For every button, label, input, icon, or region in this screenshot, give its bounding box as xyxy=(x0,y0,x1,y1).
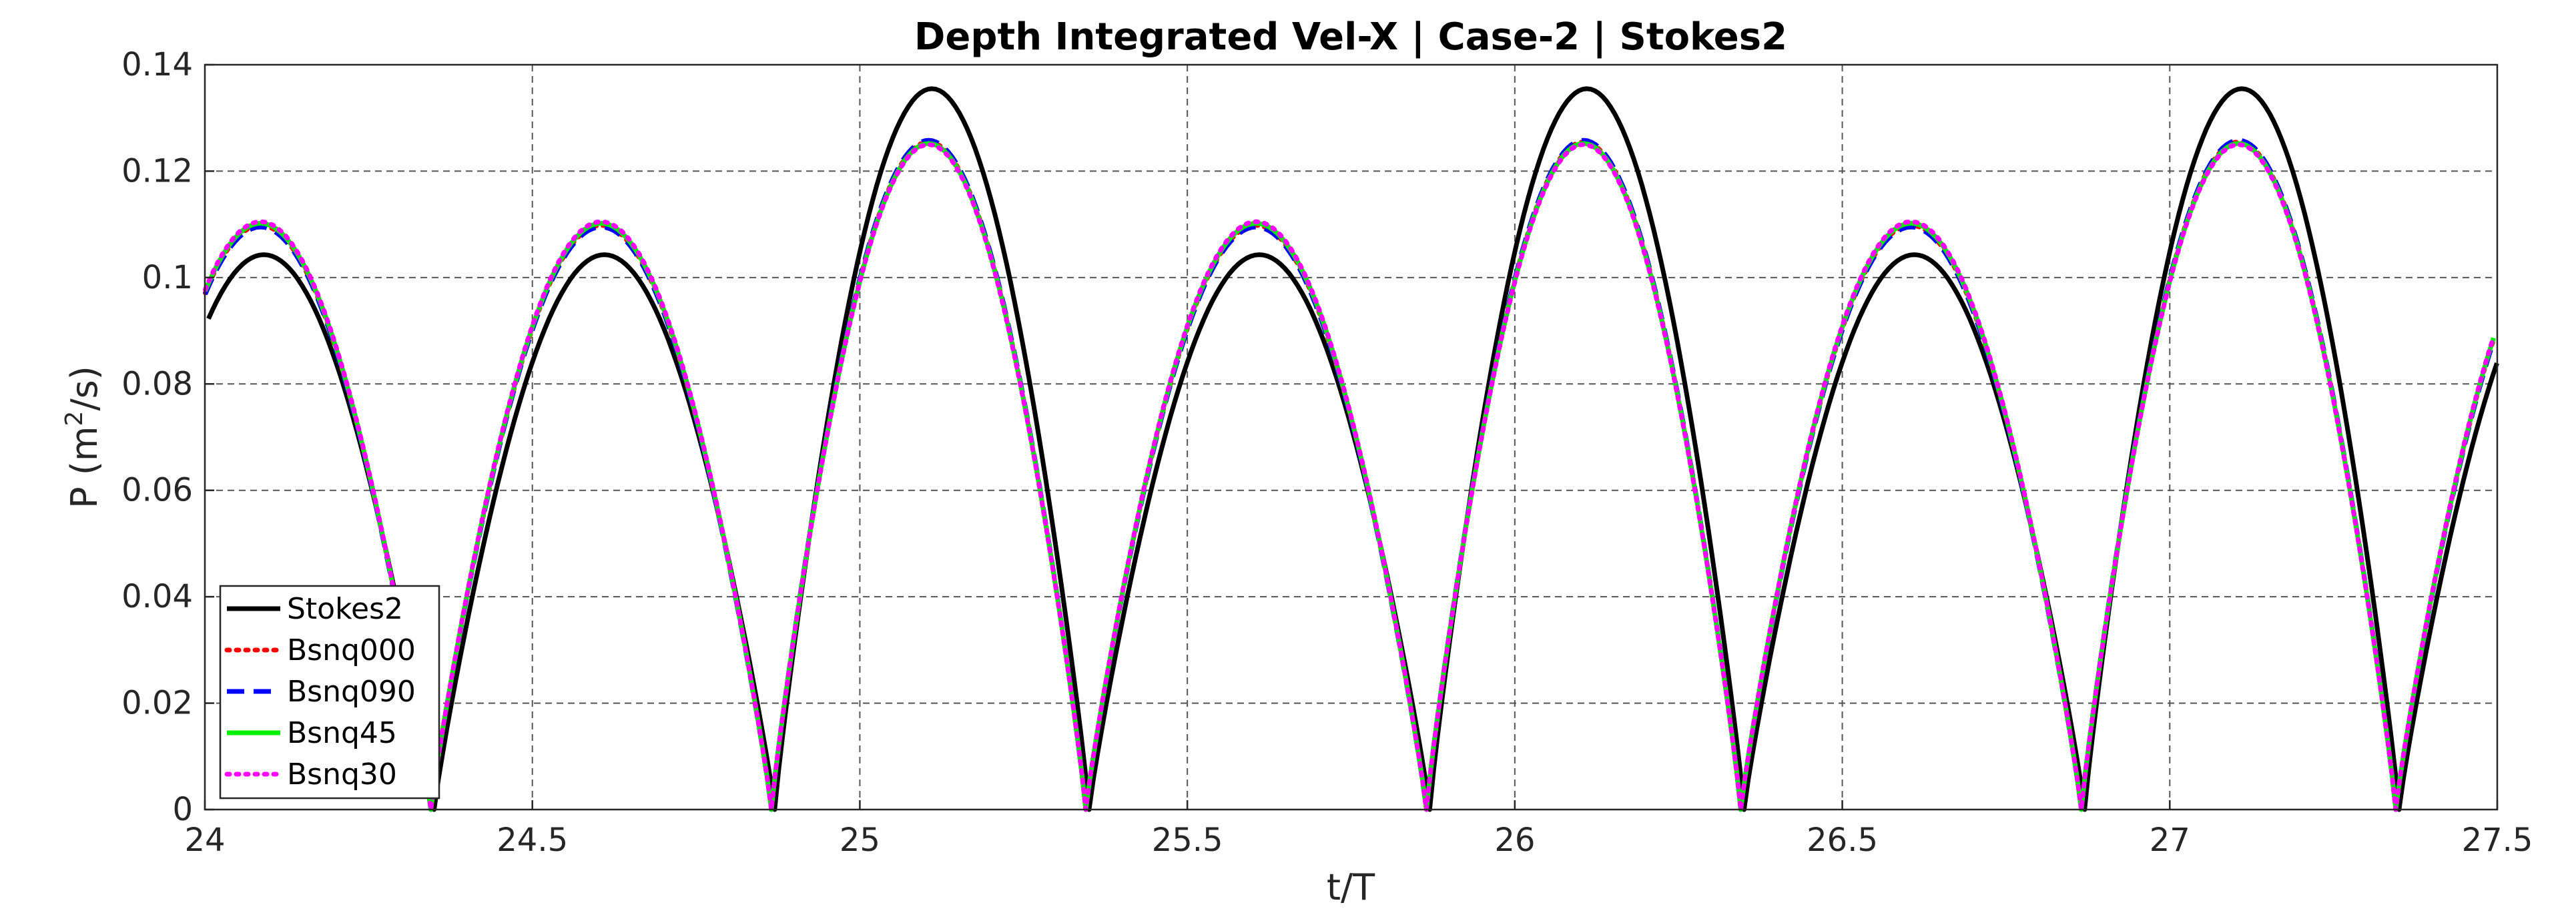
y-tick-label: 0.08 xyxy=(121,365,193,402)
y-tick-label: 0.12 xyxy=(121,152,193,190)
x-tick-label: 27 xyxy=(2150,822,2190,859)
y-axis-label-end: /s) xyxy=(63,366,105,410)
series-line-bsnq30 xyxy=(203,142,2497,812)
legend-label-bsnq090: Bsnq090 xyxy=(287,675,416,709)
legend: Stokes2 Bsnq000 Bsnq090 Bsnq45 Bsnq30 xyxy=(219,585,440,800)
y-axis-label-superscript: 2 xyxy=(61,411,88,426)
y-axis-label-main: P (m xyxy=(63,426,105,508)
x-tick-label: 26 xyxy=(1494,822,1535,859)
x-tick-label: 24.5 xyxy=(497,822,568,859)
legend-label-stokes2: Stokes2 xyxy=(287,592,403,626)
legend-label-bsnq000: Bsnq000 xyxy=(287,633,416,667)
legend-label-bsnq45: Bsnq45 xyxy=(287,716,397,750)
y-tick-label: 0.02 xyxy=(121,685,193,722)
legend-label-bsnq30: Bsnq30 xyxy=(287,757,397,792)
x-axis-ticks: 24 24.5 25 25.5 26 26.5 27 27.5 xyxy=(184,800,2533,859)
y-axis-label: P (m2/s) xyxy=(61,366,105,509)
y-tick-label: 0.14 xyxy=(121,46,193,83)
x-tick-label: 27.5 xyxy=(2462,822,2533,859)
series-lines xyxy=(203,86,2499,812)
y-tick-label: 0.1 xyxy=(142,259,193,296)
chart-title: Depth Integrated Vel-X | Case-2 | Stokes… xyxy=(914,15,1787,59)
y-tick-label: 0.06 xyxy=(121,472,193,509)
y-tick-label: 0.04 xyxy=(121,578,193,615)
grid xyxy=(205,65,2497,810)
x-tick-label: 26.5 xyxy=(1807,822,1878,859)
plot-frame xyxy=(204,63,2499,811)
y-axis-ticks: 0 0.02 0.04 0.06 0.08 0.1 0.12 0.14 xyxy=(121,46,214,828)
x-axis-label: t/T xyxy=(1327,866,1375,908)
y-tick-label: 0 xyxy=(172,791,193,828)
x-tick-label: 25.5 xyxy=(1152,822,1223,859)
x-tick-label: 24 xyxy=(184,822,225,859)
x-tick-label: 25 xyxy=(840,822,880,859)
